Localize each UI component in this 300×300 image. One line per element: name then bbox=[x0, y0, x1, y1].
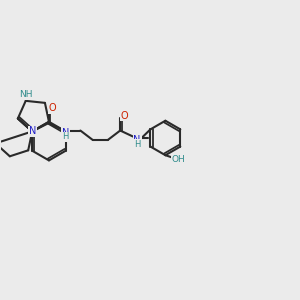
Text: O: O bbox=[121, 111, 128, 121]
Text: H: H bbox=[134, 140, 140, 149]
Text: NH: NH bbox=[19, 90, 32, 99]
Text: N: N bbox=[28, 126, 36, 136]
Text: N: N bbox=[62, 128, 69, 138]
Text: O: O bbox=[49, 103, 56, 113]
Text: N: N bbox=[134, 135, 141, 145]
Text: OH: OH bbox=[172, 154, 186, 164]
Text: H: H bbox=[62, 132, 69, 141]
